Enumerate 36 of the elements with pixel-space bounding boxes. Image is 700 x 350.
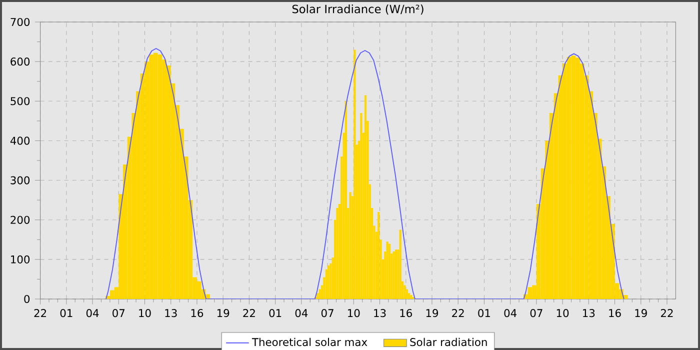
x-tick-label: 16: [400, 309, 412, 318]
x-tick-label: 04: [504, 309, 517, 318]
x-tick-label: 13: [583, 309, 595, 318]
x-tick-label: 22: [452, 309, 464, 317]
y-tick-label: 200: [10, 216, 30, 224]
x-tick-label: 16: [609, 309, 621, 318]
x-tick-label: 10: [139, 309, 151, 318]
legend-label: Solar radiation: [410, 338, 487, 346]
y-tick-label: 400: [10, 136, 30, 145]
y-tick-label: 100: [11, 255, 30, 264]
x-tick-label: 19: [217, 309, 230, 318]
x-tick-label: 10: [348, 309, 360, 318]
x-tick-label: 07: [321, 309, 334, 318]
x-tick-label: 22: [660, 309, 673, 317]
x-tick-label: 16: [191, 309, 204, 318]
x-tick-label: 19: [635, 309, 647, 318]
legend-label: Theoretical solar max: [252, 338, 368, 346]
x-tick-label: 04: [86, 309, 99, 318]
x-tick-label: 07: [530, 309, 542, 318]
y-tick-label: 300: [10, 176, 30, 184]
x-tick-label: 01: [478, 309, 490, 318]
x-tick-label: 07: [112, 309, 125, 318]
x-tick-label: 13: [165, 309, 177, 318]
x-tick-label: 22: [34, 309, 46, 317]
y-tick-label: 600: [10, 58, 30, 66]
x-tick-label: 01: [269, 309, 282, 318]
x-tick-label: 13: [374, 309, 386, 318]
x-tick-label: 10: [556, 309, 569, 318]
y-tick-label: 0: [24, 294, 30, 304]
x-tick-label: 01: [60, 309, 72, 318]
x-tick-label: 22: [243, 309, 255, 317]
y-tick-label: 700: [10, 18, 30, 26]
x-tick-label: 04: [295, 309, 308, 318]
y-tick-label: 500: [10, 97, 30, 106]
x-tick-label: 19: [426, 309, 438, 318]
chart-title: Solar Irradiance (W/m²): [292, 4, 424, 15]
